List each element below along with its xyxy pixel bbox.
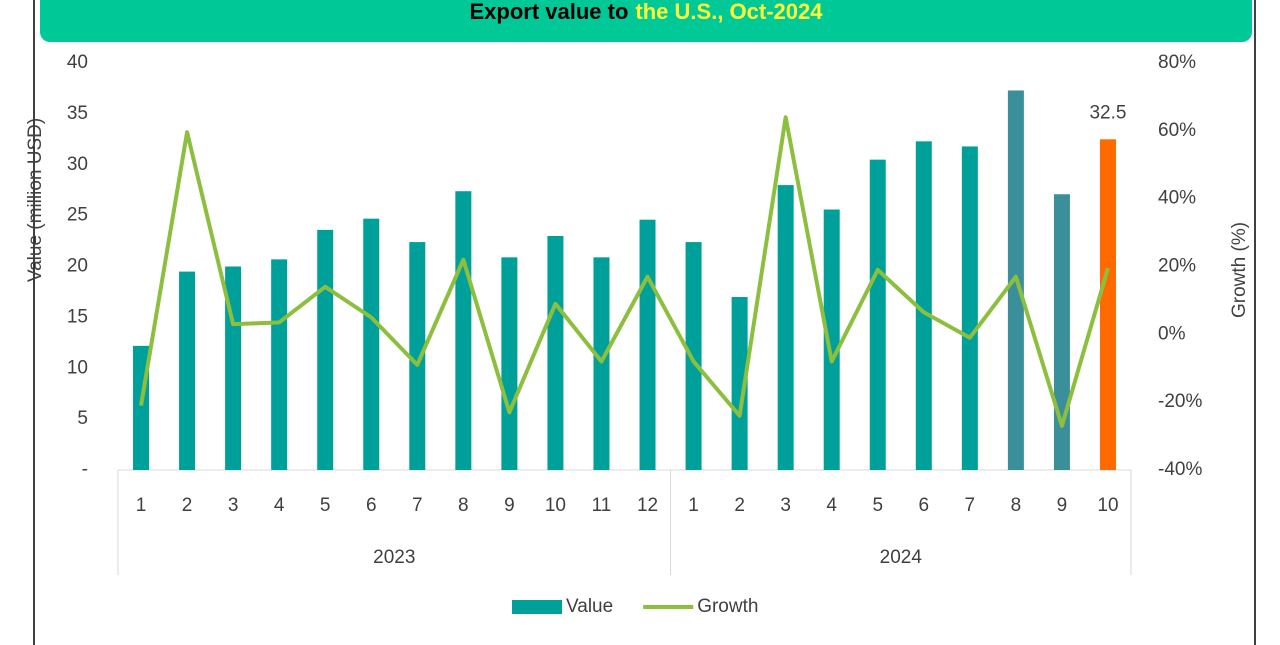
x-tick-label: 2 (734, 495, 745, 516)
bar (271, 259, 288, 470)
x-tick-label: 3 (228, 495, 239, 516)
bar (409, 242, 426, 470)
group-label: 2024 (880, 547, 923, 568)
title-part: Export value to (470, 0, 629, 24)
x-tick-label: 8 (458, 495, 469, 516)
bar (179, 271, 196, 470)
x-tick-label: 6 (919, 495, 930, 516)
bar (869, 159, 886, 470)
x-tick-label: 1 (688, 495, 699, 516)
x-tick-label: 5 (872, 495, 883, 516)
y-tick-label: 5 (77, 408, 88, 429)
data-label: 32.5 (1089, 102, 1126, 123)
y2-tick-label: 80% (1158, 52, 1196, 73)
x-tick-label: 5 (320, 495, 331, 516)
x-tick-label: 7 (412, 495, 423, 516)
x-tick-label: 3 (780, 495, 791, 516)
x-tick-label: 4 (274, 495, 285, 516)
y2-tick-label: 0% (1158, 323, 1186, 344)
bar (685, 242, 702, 470)
y-tick-label: 20 (67, 256, 88, 277)
y2-tick-label: 60% (1158, 120, 1196, 141)
line (139, 115, 1110, 428)
y-tick-label: 15 (67, 306, 88, 327)
x-tick-label: 8 (1011, 495, 1022, 516)
y-tick-label: 25 (67, 205, 88, 226)
bar (777, 185, 794, 470)
title-banner (40, 0, 1252, 42)
bar (593, 257, 610, 470)
bar (731, 297, 748, 470)
y2-tick-label: -40% (1158, 459, 1202, 480)
x-tick-label: 10 (545, 495, 566, 516)
y2-tick-label: 20% (1158, 256, 1196, 277)
y-tick-label: 35 (67, 103, 88, 124)
bar (1053, 194, 1070, 470)
bar (1099, 139, 1116, 470)
x-tick-label: 2 (182, 495, 193, 516)
y2-axis-label: Growth (%) (1229, 222, 1250, 318)
group-label: 2023 (373, 547, 415, 568)
legend-label: Growth (697, 596, 758, 617)
x-tick-label: 1 (136, 495, 147, 516)
bar (317, 229, 334, 470)
chart-title: Export value to the U.S., Oct-2024 (470, 0, 824, 24)
bar (225, 266, 242, 470)
x-tick-label: 11 (592, 495, 612, 516)
legend-label: Value (566, 596, 613, 617)
bar (455, 191, 472, 470)
x-tick-label: 6 (366, 495, 377, 516)
bar (547, 235, 564, 470)
bar (501, 257, 518, 470)
bar (823, 209, 840, 470)
y-tick-label: 30 (67, 154, 88, 175)
legend-swatch (512, 600, 562, 614)
bar (363, 218, 380, 470)
x-tick-label: 10 (1097, 495, 1118, 516)
x-tick-label: 9 (1057, 495, 1068, 516)
y-tick-label: 10 (67, 357, 88, 378)
bar (915, 141, 932, 470)
y-axis-label: Value (million USD) (25, 118, 46, 282)
x-tick-label: 12 (637, 495, 658, 516)
x-tick-label: 4 (826, 495, 837, 516)
y2-tick-label: -20% (1158, 391, 1202, 412)
y-tick-label: 40 (67, 52, 88, 73)
y2-tick-label: 40% (1158, 188, 1196, 209)
x-tick-label: 9 (504, 495, 515, 516)
title-highlight: the U.S., Oct-2024 (635, 0, 823, 24)
bar (961, 146, 978, 470)
bar (639, 219, 656, 470)
y-tick-label: - (82, 459, 88, 480)
x-tick-label: 7 (965, 495, 976, 516)
